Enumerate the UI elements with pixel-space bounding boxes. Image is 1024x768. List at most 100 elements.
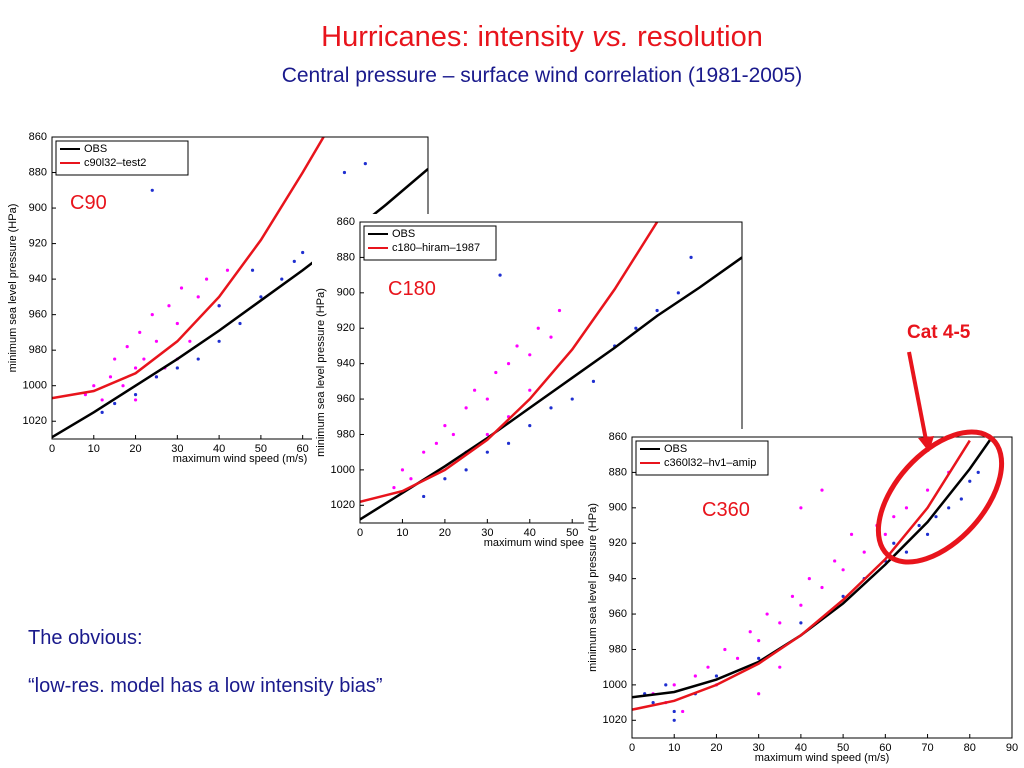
- point: [968, 479, 972, 483]
- point: [154, 339, 159, 343]
- point: [672, 709, 676, 714]
- point: [904, 550, 909, 554]
- point: [434, 441, 438, 445]
- point: [799, 621, 803, 625]
- point: [757, 639, 761, 643]
- x-tick-label: 30: [481, 527, 493, 539]
- point: [862, 550, 866, 554]
- legend-label: OBS: [84, 143, 107, 155]
- fit-line: [632, 439, 971, 711]
- y-tick-label: 880: [337, 251, 355, 263]
- point: [676, 291, 680, 295]
- x-tick-label: 80: [964, 742, 976, 754]
- point: [799, 603, 803, 607]
- point: [693, 674, 697, 678]
- point: [778, 665, 782, 669]
- point: [301, 250, 305, 255]
- point: [557, 308, 562, 313]
- x-tick-label: 0: [629, 742, 635, 754]
- y-tick-label: 1020: [331, 499, 355, 511]
- y-tick-label: 920: [609, 537, 627, 549]
- point: [167, 304, 171, 308]
- point: [188, 339, 192, 343]
- point: [959, 497, 963, 501]
- point: [217, 339, 221, 343]
- y-tick-label: 920: [337, 322, 355, 334]
- point: [485, 397, 489, 401]
- highlight-ellipse: [875, 429, 1005, 565]
- x-tick-label: 10: [88, 443, 100, 455]
- point: [536, 326, 540, 330]
- point: [443, 424, 447, 428]
- point: [570, 397, 574, 401]
- x-tick-label: 40: [795, 742, 807, 754]
- point: [849, 532, 854, 536]
- point: [464, 468, 468, 472]
- y-tick-label: 860: [609, 431, 627, 443]
- point: [473, 388, 477, 392]
- point: [342, 170, 347, 175]
- plot-frame: [631, 436, 1013, 739]
- y-tick-label: 900: [609, 502, 627, 514]
- point: [142, 357, 146, 361]
- point: [591, 379, 596, 383]
- point: [196, 295, 200, 299]
- legend-label: c360l32–hv1–amip: [664, 457, 756, 469]
- plot: [360, 222, 742, 521]
- chart-label: C360: [702, 499, 750, 521]
- note: The obvious:: [28, 627, 143, 649]
- point: [280, 277, 284, 281]
- y-tick-label: 860: [29, 131, 47, 143]
- point: [925, 488, 930, 492]
- legend-label: OBS: [664, 443, 687, 455]
- point: [113, 401, 117, 406]
- x-tick-label: 50: [566, 527, 578, 539]
- y-axis-label: minimum sea level pressure (HPa): [315, 288, 327, 457]
- point: [672, 683, 676, 687]
- point: [422, 450, 426, 454]
- y-tick-label: 940: [609, 573, 627, 585]
- point: [133, 392, 138, 397]
- point: [841, 568, 845, 572]
- x-tick-label: 50: [837, 742, 849, 754]
- x-tick-label: 40: [213, 443, 225, 455]
- title-part: vs.: [592, 21, 629, 53]
- point: [506, 362, 511, 366]
- point: [841, 594, 845, 598]
- point: [485, 450, 489, 454]
- plot-frame: [359, 221, 743, 524]
- x-tick-label: 0: [49, 443, 55, 455]
- point: [494, 370, 498, 375]
- point: [681, 709, 685, 714]
- point: [757, 656, 761, 660]
- point: [506, 441, 511, 445]
- point: [651, 700, 655, 705]
- point: [892, 541, 896, 545]
- point: [392, 485, 396, 490]
- point: [820, 488, 824, 492]
- y-tick-label: 1000: [603, 679, 627, 691]
- x-tick-label: 40: [524, 527, 536, 539]
- y-tick-label: 860: [337, 216, 355, 228]
- point: [204, 277, 209, 281]
- legend-label: c90l32–test2: [84, 157, 146, 169]
- point: [363, 162, 367, 166]
- point: [528, 388, 532, 392]
- y-tick-label: 980: [337, 428, 355, 440]
- point: [217, 304, 221, 308]
- point: [765, 612, 769, 616]
- point: [549, 406, 553, 410]
- legend-box: [55, 140, 189, 176]
- point: [689, 255, 693, 260]
- point: [790, 594, 795, 598]
- point: [150, 188, 154, 192]
- point: [735, 656, 740, 660]
- point: [934, 515, 938, 519]
- x-tick-label: 30: [171, 443, 183, 455]
- y-tick-label: 960: [337, 393, 355, 405]
- point: [259, 295, 263, 299]
- point: [807, 577, 811, 581]
- x-tick-label: 90: [1006, 742, 1018, 754]
- point: [175, 366, 179, 370]
